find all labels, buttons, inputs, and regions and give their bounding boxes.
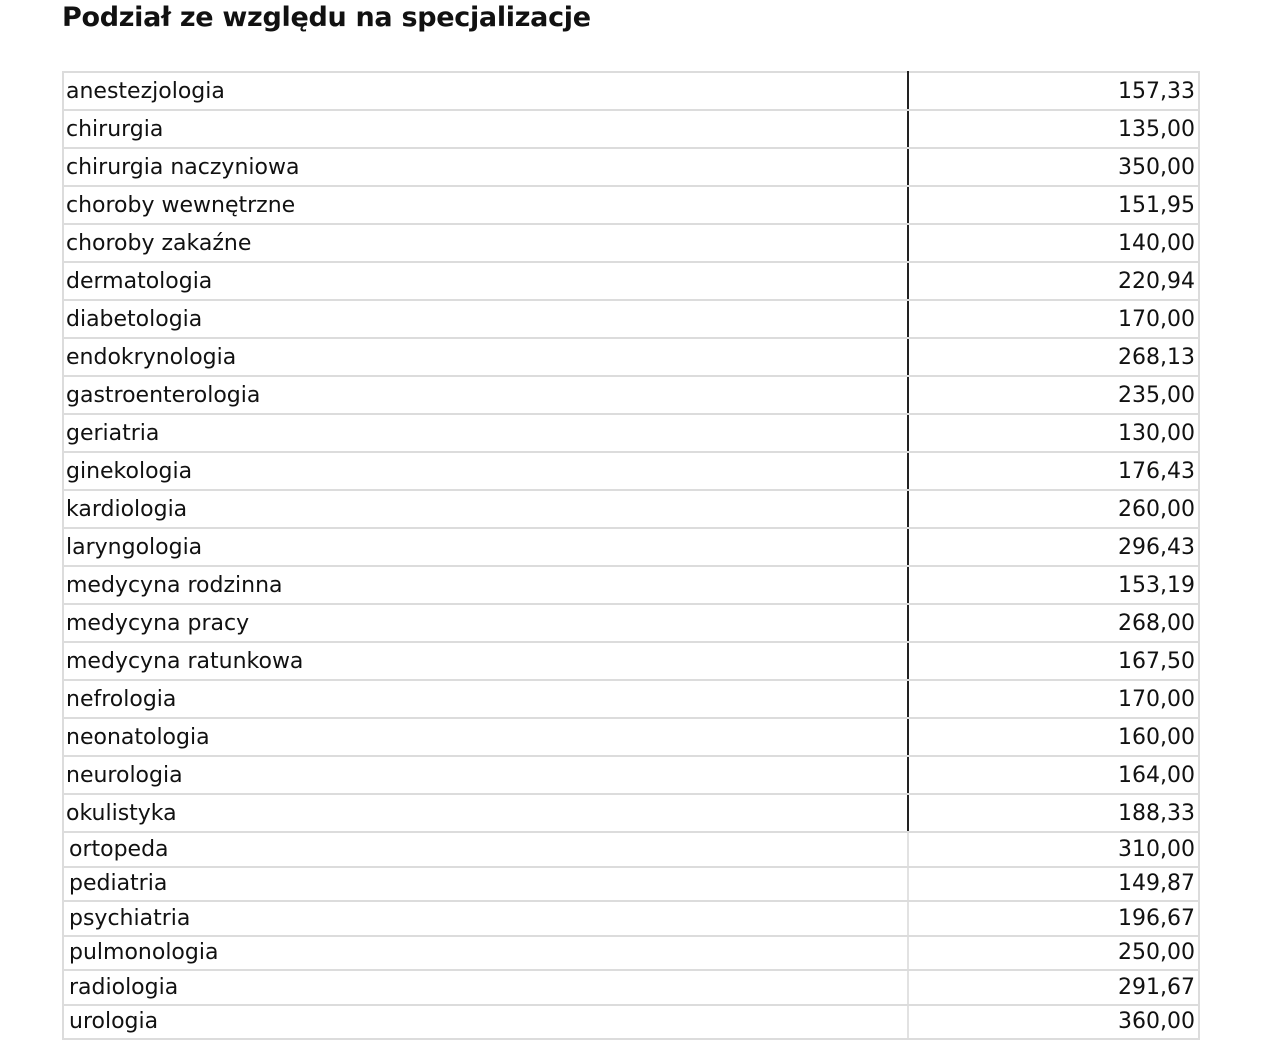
table-row: psychiatria 196,67 — [63, 901, 1199, 937]
specialization-name: choroby zakaźne — [63, 224, 909, 263]
table-row: radiologia 291,67 — [63, 970, 1199, 1006]
specialization-name: neonatologia — [63, 718, 909, 757]
specialization-value: 268,00 — [908, 604, 1199, 643]
specialization-value: 170,00 — [908, 300, 1199, 339]
table-row: okulistyka 188,33 — [63, 794, 1199, 833]
specialization-name: kardiologia — [63, 490, 909, 529]
specialization-value: 153,19 — [908, 566, 1199, 605]
page-title: Podział ze względu na specjalizacje — [62, 2, 591, 33]
specialization-value: 360,00 — [908, 1004, 1199, 1040]
specialization-value: 160,00 — [908, 718, 1199, 757]
specialization-name: laryngologia — [63, 528, 909, 567]
specialization-name: pediatria — [63, 866, 909, 902]
specialization-name: medycyna rodzinna — [63, 566, 909, 605]
table-row: chirurgia 135,00 — [63, 110, 1199, 149]
specialization-name: urologia — [63, 1004, 909, 1040]
specialization-name: anestezjologia — [63, 72, 909, 111]
table-row: ortopeda 310,00 — [63, 832, 1199, 868]
specialization-value: 310,00 — [908, 832, 1199, 868]
table-row: medycyna ratunkowa 167,50 — [63, 642, 1199, 681]
specialization-value: 235,00 — [908, 376, 1199, 415]
specialization-value: 140,00 — [908, 224, 1199, 263]
table-row: endokrynologia 268,13 — [63, 338, 1199, 377]
table-row: pediatria 149,87 — [63, 866, 1199, 902]
specialization-name: chirurgia naczyniowa — [63, 148, 909, 187]
specialization-value: 135,00 — [908, 110, 1199, 149]
specialization-value: 350,00 — [908, 148, 1199, 187]
specialization-name: medycyna pracy — [63, 604, 909, 643]
specialization-name: gastroenterologia — [63, 376, 909, 415]
specialization-value: 196,67 — [908, 901, 1199, 937]
specialization-value: 176,43 — [908, 452, 1199, 491]
specialization-value: 296,43 — [908, 528, 1199, 567]
table-row: kardiologia 260,00 — [63, 490, 1199, 529]
table-row: medycyna rodzinna 153,19 — [63, 566, 1199, 605]
table-row: geriatria 130,00 — [63, 414, 1199, 453]
specialization-name: medycyna ratunkowa — [63, 642, 909, 681]
table-row: medycyna pracy 268,00 — [63, 604, 1199, 643]
specialization-value: 149,87 — [908, 866, 1199, 902]
table-row: diabetologia 170,00 — [63, 300, 1199, 339]
specialization-name: pulmonologia — [63, 935, 909, 971]
specialization-name: geriatria — [63, 414, 909, 453]
specialization-value: 291,67 — [908, 970, 1199, 1006]
table-row: ginekologia 176,43 — [63, 452, 1199, 491]
specialization-name: diabetologia — [63, 300, 909, 339]
specialization-value: 220,94 — [908, 262, 1199, 301]
specialization-value: 260,00 — [908, 490, 1199, 529]
specialization-name: okulistyka — [63, 794, 909, 833]
specialization-name: radiologia — [63, 970, 909, 1006]
table-row: choroby zakaźne 140,00 — [63, 224, 1199, 263]
specialization-name: endokrynologia — [63, 338, 909, 377]
specialization-name: psychiatria — [63, 901, 909, 937]
specialization-value: 268,13 — [908, 338, 1199, 377]
specialization-value: 157,33 — [908, 72, 1199, 111]
specialization-name: ortopeda — [63, 832, 909, 868]
specialization-value: 151,95 — [908, 186, 1199, 225]
specialization-value: 164,00 — [908, 756, 1199, 795]
specialization-name: choroby wewnętrzne — [63, 186, 909, 225]
table-row: neonatologia 160,00 — [63, 718, 1199, 757]
specialization-name: ginekologia — [63, 452, 909, 491]
specialization-value: 188,33 — [908, 794, 1199, 833]
table-row: chirurgia naczyniowa 350,00 — [63, 148, 1199, 187]
specialization-name: nefrologia — [63, 680, 909, 719]
specialization-value: 167,50 — [908, 642, 1199, 681]
table-row: anestezjologia 157,33 — [63, 72, 1199, 111]
table-row: gastroenterologia 235,00 — [63, 376, 1199, 415]
specialization-value: 250,00 — [908, 935, 1199, 971]
table-row: neurologia 164,00 — [63, 756, 1199, 795]
table-row: nefrologia 170,00 — [63, 680, 1199, 719]
specialization-name: chirurgia — [63, 110, 909, 149]
specialization-value: 170,00 — [908, 680, 1199, 719]
table-row: pulmonologia 250,00 — [63, 935, 1199, 971]
table-row: urologia 360,00 — [63, 1004, 1199, 1040]
table-row: dermatologia 220,94 — [63, 262, 1199, 301]
specialization-name: neurologia — [63, 756, 909, 795]
table-row: choroby wewnętrzne 151,95 — [63, 186, 1199, 225]
specialization-value: 130,00 — [908, 414, 1199, 453]
specializations-table: anestezjologia 157,33 chirurgia 135,00 chiru… — [62, 71, 1200, 1040]
specialization-name: dermatologia — [63, 262, 909, 301]
table-row: laryngologia 296,43 — [63, 528, 1199, 567]
